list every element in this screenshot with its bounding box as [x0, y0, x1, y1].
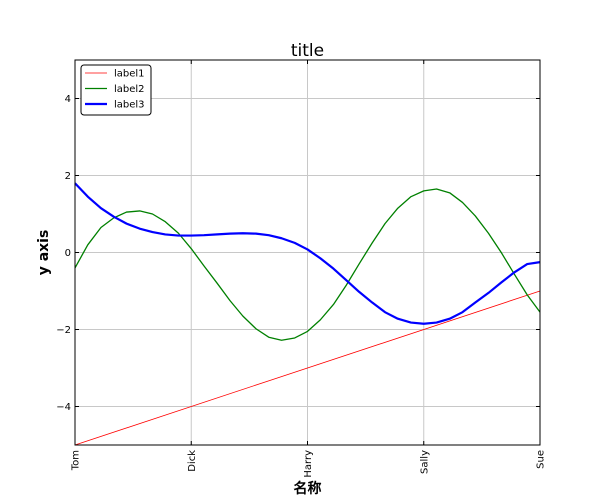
y-axis-label: y axis: [36, 230, 52, 276]
chart-title: title: [291, 41, 324, 61]
ticks: Tom Dick Harry Sally Sue −4 −2 0 2 4: [56, 60, 547, 478]
legend-box: [80, 64, 152, 116]
legend-label: label1: [114, 69, 145, 80]
legend-label: label2: [114, 84, 145, 95]
legend-label: label3: [114, 100, 145, 111]
y-tick-label: −4: [56, 402, 71, 413]
y-tick-label: 2: [65, 171, 71, 182]
x-axis-label: 名称: [294, 480, 322, 497]
x-tick-label: Dick: [187, 450, 198, 472]
series-line-label1: [74, 290, 541, 446]
y-tick-label: 4: [65, 94, 71, 105]
x-tick-label: Tom: [71, 450, 82, 471]
series-layer: [74, 182, 541, 446]
series-line-label3: [74, 182, 541, 325]
series-line-label2: [74, 188, 541, 341]
x-tick-label: Harry: [303, 450, 314, 478]
y-tick-label: −2: [56, 325, 71, 336]
y-tick-label: 0: [65, 248, 71, 259]
x-tick-label: Sue: [536, 450, 547, 469]
legend: label1 label2 label3: [80, 64, 152, 116]
x-tick-label: Sally: [419, 450, 430, 474]
